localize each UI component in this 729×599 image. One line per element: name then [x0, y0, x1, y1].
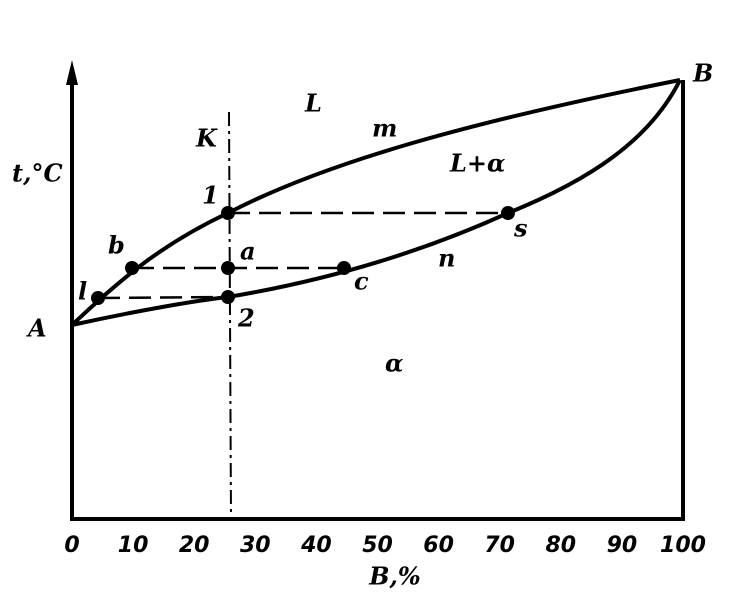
point-label: B [692, 59, 713, 88]
point-label: K [195, 124, 218, 153]
x-tick-label: 100 [660, 533, 706, 558]
liquidus [70, 78, 681, 327]
x-tick-label: 40 [300, 533, 332, 558]
point-label: c [354, 267, 369, 296]
tie-line-l2 [97, 295, 229, 300]
x-tick-label: 60 [423, 533, 454, 558]
point [221, 206, 235, 220]
x-tick-label: 0 [64, 533, 79, 558]
point-label: l [78, 277, 87, 306]
region-label: L+α [449, 149, 505, 178]
curve-label: m [372, 114, 397, 143]
x-tick-label: 80 [545, 533, 576, 558]
point-label: a [240, 237, 256, 266]
solidus [71, 79, 682, 327]
point-label: 2 [237, 304, 255, 333]
point-label: b [108, 231, 125, 260]
point-label: A [26, 314, 47, 343]
x-tick-label: 30 [240, 533, 271, 558]
points [91, 206, 515, 305]
x-tick-label: 20 [179, 533, 210, 558]
region-label: α [385, 349, 403, 378]
curve-label: n [438, 244, 455, 273]
point [91, 291, 105, 305]
point [221, 261, 235, 275]
point [501, 206, 515, 220]
y-axis-label: t,°C [12, 159, 63, 188]
x-tick-label: 10 [118, 533, 149, 558]
vertical-k [228, 111, 232, 520]
point-label: 1 [202, 181, 219, 210]
region-label: L [304, 89, 322, 118]
point [221, 290, 235, 304]
x-tick-label: 70 [484, 533, 515, 558]
x-tick-label: 50 [362, 533, 393, 558]
y-axis-arrow [66, 60, 78, 85]
point-label: s [513, 214, 528, 243]
x-tick-label: 90 [607, 533, 638, 558]
x-axis-label: B,% [368, 562, 420, 591]
point [125, 261, 139, 275]
point [337, 261, 351, 275]
